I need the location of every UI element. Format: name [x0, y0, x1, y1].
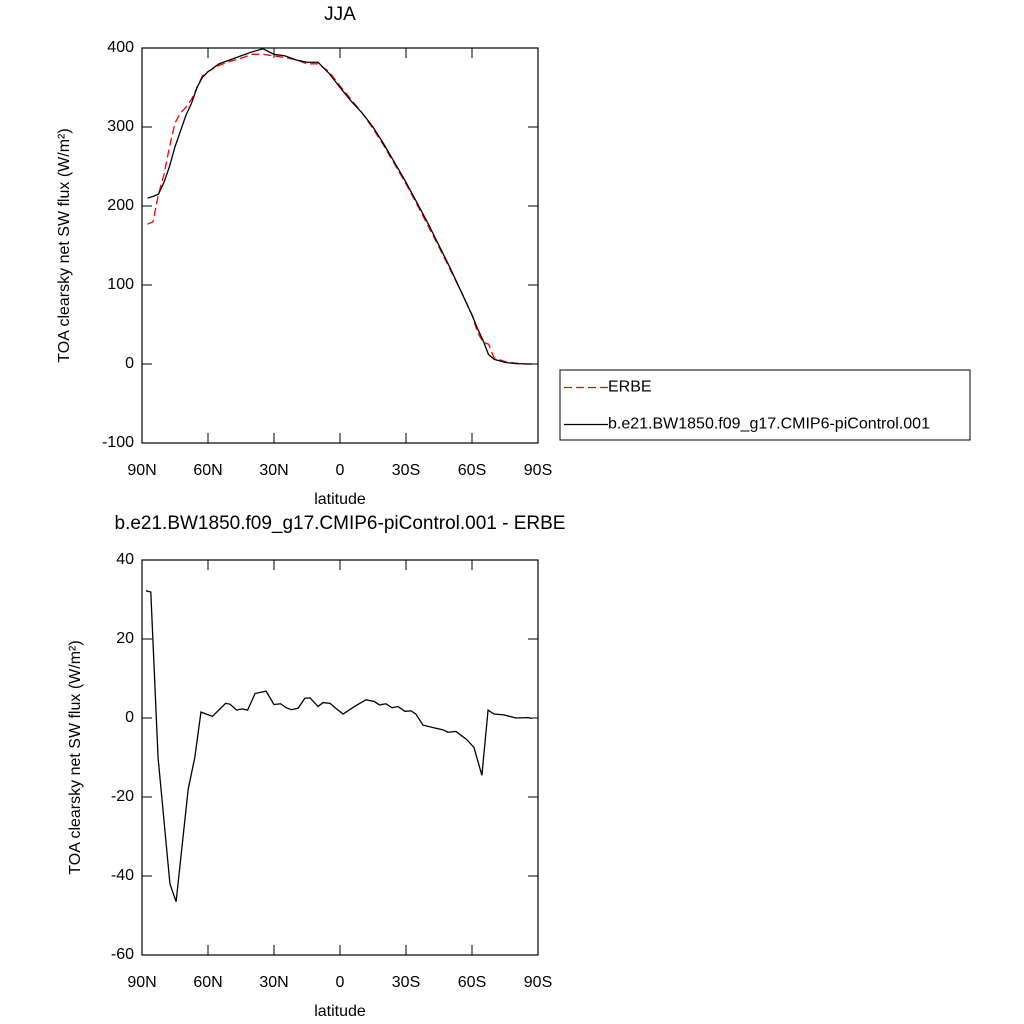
x-tick-label: 30N [259, 974, 288, 991]
y-tick-label: 300 [107, 118, 134, 135]
y-tick-label: 40 [116, 551, 134, 568]
y-axis-label: TOA clearsky net SW flux (W/m²) [67, 640, 84, 874]
y-tick-label: 400 [107, 39, 134, 56]
x-tick-label: 60N [193, 974, 222, 991]
y-tick-label: -100 [102, 434, 134, 451]
x-tick-label: 90S [524, 462, 552, 479]
x-axis-label: latitude [314, 491, 366, 508]
x-tick-label: 60S [458, 974, 486, 991]
x-tick-label: 0 [336, 974, 345, 991]
plot-frame [141, 559, 539, 956]
x-tick-label: 90N [127, 462, 156, 479]
legend-label: ERBE [608, 379, 652, 396]
y-tick-label: -20 [111, 788, 134, 805]
y-tick-label: 0 [125, 355, 134, 372]
series-line [147, 53, 533, 365]
y-axis-label: TOA clearsky net SW flux (W/m²) [56, 128, 73, 362]
x-tick-label: 30N [259, 462, 288, 479]
chart-title: b.e21.BW1850.f09_g17.CMIP6-piControl.001… [115, 513, 566, 534]
chart-title: JJA [324, 4, 356, 25]
x-tick-label: 30S [392, 974, 420, 991]
y-tick-label: 20 [116, 630, 134, 647]
legend-box [559, 369, 971, 441]
x-tick-label: 30S [392, 462, 420, 479]
x-tick-label: 90S [524, 974, 552, 991]
y-tick-label: 0 [125, 709, 134, 726]
y-tick-label: -60 [111, 946, 134, 963]
y-tick-label: 200 [107, 197, 134, 214]
x-tick-label: 0 [336, 462, 345, 479]
series-line [145, 590, 533, 902]
x-axis-label: latitude [314, 1003, 366, 1020]
x-tick-label: 60S [458, 462, 486, 479]
series-line [147, 48, 533, 365]
x-tick-label: 90N [127, 974, 156, 991]
y-tick-label: -40 [111, 867, 134, 884]
y-tick-label: 100 [107, 276, 134, 293]
legend-label: b.e21.BW1850.f09_g17.CMIP6-piControl.001 [608, 416, 930, 433]
plot-frame [141, 47, 539, 444]
x-tick-label: 60N [193, 462, 222, 479]
